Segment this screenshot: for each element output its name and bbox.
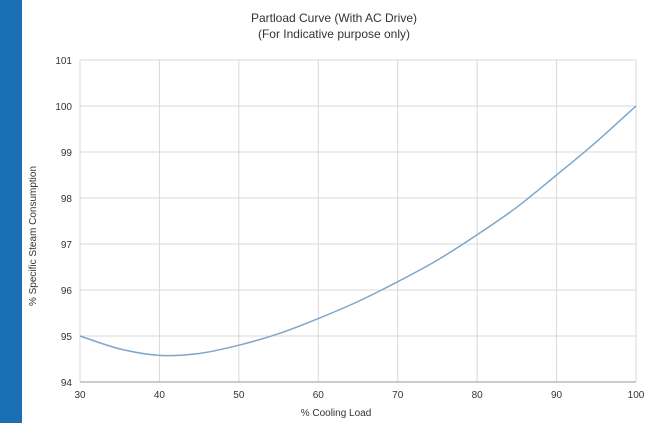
grid-lines <box>79 59 637 383</box>
y-tick-label: 95 <box>61 332 73 343</box>
series-line <box>79 105 637 357</box>
x-tick-label: 60 <box>313 390 325 401</box>
x-tick-label: 70 <box>392 390 404 401</box>
y-tick-label: 100 <box>55 102 72 113</box>
x-tick-label: 40 <box>154 390 166 401</box>
x-tick-label: 50 <box>233 390 245 401</box>
x-tick-label: 90 <box>551 390 563 401</box>
chart-container: Partload Curve (With AC Drive) (For Indi… <box>22 0 646 423</box>
y-tick-label: 99 <box>61 148 73 159</box>
tick-labels: 30 40 50 60 70 80 90 100 94 95 96 97 98 99 100 101 <box>55 56 644 401</box>
x-tick-label: 30 <box>74 390 86 401</box>
x-tick-label: 100 <box>628 390 645 401</box>
chart-subtitle: (For Indicative purpose only) <box>258 27 410 41</box>
x-axis-label: % Cooling Load <box>301 408 372 419</box>
y-axis-label: % Specific Steam Consumption <box>28 166 39 306</box>
y-tick-label: 101 <box>55 56 72 67</box>
x-tick-label: 80 <box>472 390 484 401</box>
y-tick-label: 97 <box>61 240 73 251</box>
partload-chart: Partload Curve (With AC Drive) (For Indi… <box>28 11 645 419</box>
accent-bar <box>0 0 22 423</box>
y-tick-label: 94 <box>61 378 73 389</box>
y-tick-label: 98 <box>61 194 73 205</box>
chart-title: Partload Curve (With AC Drive) <box>251 11 417 25</box>
y-tick-label: 96 <box>61 286 73 297</box>
